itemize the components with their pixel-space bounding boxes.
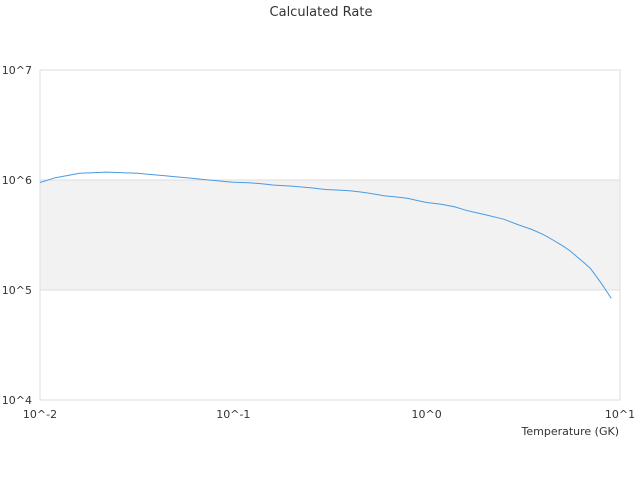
y-axis-ticks: 10^4 10^5 10^6 10^7 — [2, 64, 32, 407]
plot-band — [40, 180, 620, 290]
series-line — [39, 171, 612, 299]
y-tick-label: 10^7 — [2, 64, 32, 77]
x-tick-label: 10^1 — [605, 408, 635, 421]
x-axis-label: Temperature (GK) — [521, 425, 620, 438]
x-tick-label: 10^-1 — [216, 408, 250, 421]
x-tick-label: 10^-2 — [23, 408, 57, 421]
y-tick-label: 10^5 — [2, 284, 32, 297]
plot-bands — [40, 70, 620, 400]
x-tick-label: 10^0 — [412, 408, 442, 421]
chart-title: Calculated Rate — [270, 5, 373, 20]
plot-band — [40, 70, 620, 180]
plot-frame — [39, 69, 621, 401]
y-tick-label: 10^6 — [2, 174, 32, 187]
x-axis-ticks: 10^-2 10^-1 10^0 10^1 — [23, 408, 635, 421]
plot-band — [40, 290, 620, 400]
y-tick-label: 10^4 — [2, 394, 32, 407]
